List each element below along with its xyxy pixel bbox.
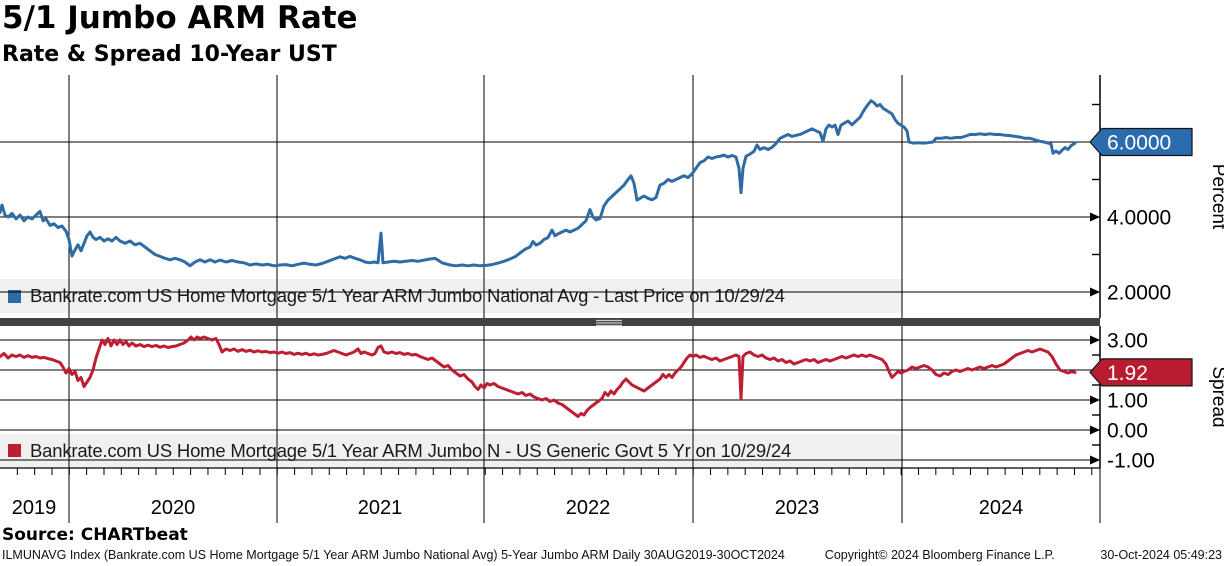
tick-arrow-icon	[1090, 212, 1100, 222]
rate-line	[0, 99, 1077, 268]
year-label-2020: 2020	[151, 497, 196, 519]
rate-axis-title: Percent	[1208, 164, 1224, 230]
tick-arrow-icon	[1090, 335, 1100, 345]
year-label-2024: 2024	[979, 497, 1024, 519]
legend-spread-series[interactable]: Bankrate.com US Home Mortgage 5/1 Year A…	[0, 434, 903, 467]
year-label-2019: 2019	[12, 497, 57, 519]
rate-tick-label: 2.0000	[1107, 282, 1171, 305]
footnote-copyright: Copyright© 2024 Bloomberg Finance L.P.	[824, 548, 1055, 562]
rate-series-marker-icon	[8, 289, 21, 303]
source-label: Source: CHARTbeat	[2, 525, 188, 545]
spread-series-legend-label: Bankrate.com US Home Mortgage 5/1 Year A…	[30, 439, 792, 461]
rate-badge-label: 6.0000	[1107, 132, 1171, 155]
spread-tick-label: 3.00	[1107, 330, 1148, 353]
tick-arrow-icon	[1090, 287, 1100, 297]
spread-last-price-badge	[1089, 358, 1193, 387]
footnote-description: ILMUNAVG Index (Bankrate.com US Home Mor…	[2, 548, 785, 562]
tick-arrow-icon	[1090, 395, 1100, 405]
year-label-2023: 2023	[775, 497, 820, 519]
legend-rate-series[interactable]: Bankrate.com US Home Mortgage 5/1 Year A…	[0, 279, 903, 313]
footnote-timestamp: 30-Oct-2024 05:49:23	[1100, 548, 1222, 562]
tick-arrow-icon	[1090, 425, 1100, 435]
page-subtitle: Rate & Spread 10-Year UST	[2, 42, 337, 67]
year-label-2022: 2022	[566, 497, 611, 519]
footnote: ILMUNAVG Index (Bankrate.com US Home Mor…	[2, 548, 1222, 562]
year-label-2021: 2021	[358, 497, 403, 519]
page-title: 5/1 Jumbo ARM Rate	[2, 0, 358, 36]
spread-tick-label: 1.00	[1107, 390, 1148, 413]
spread-axis-title: Spread	[1208, 366, 1224, 427]
spread-tick-label: 0.00	[1107, 420, 1148, 443]
spread-tick-label: -1.00	[1107, 450, 1155, 473]
rate-series-legend-label: Bankrate.com US Home Mortgage 5/1 Year A…	[30, 285, 785, 306]
spread-series-marker-icon	[8, 444, 21, 457]
spread-line	[0, 335, 1077, 418]
rate-tick-label: 4.0000	[1107, 207, 1171, 230]
spread-badge-label: 1.92	[1107, 362, 1148, 385]
tick-arrow-icon	[1090, 455, 1100, 465]
rate-last-price-badge	[1089, 127, 1193, 157]
panel-separator[interactable]	[0, 318, 1100, 326]
